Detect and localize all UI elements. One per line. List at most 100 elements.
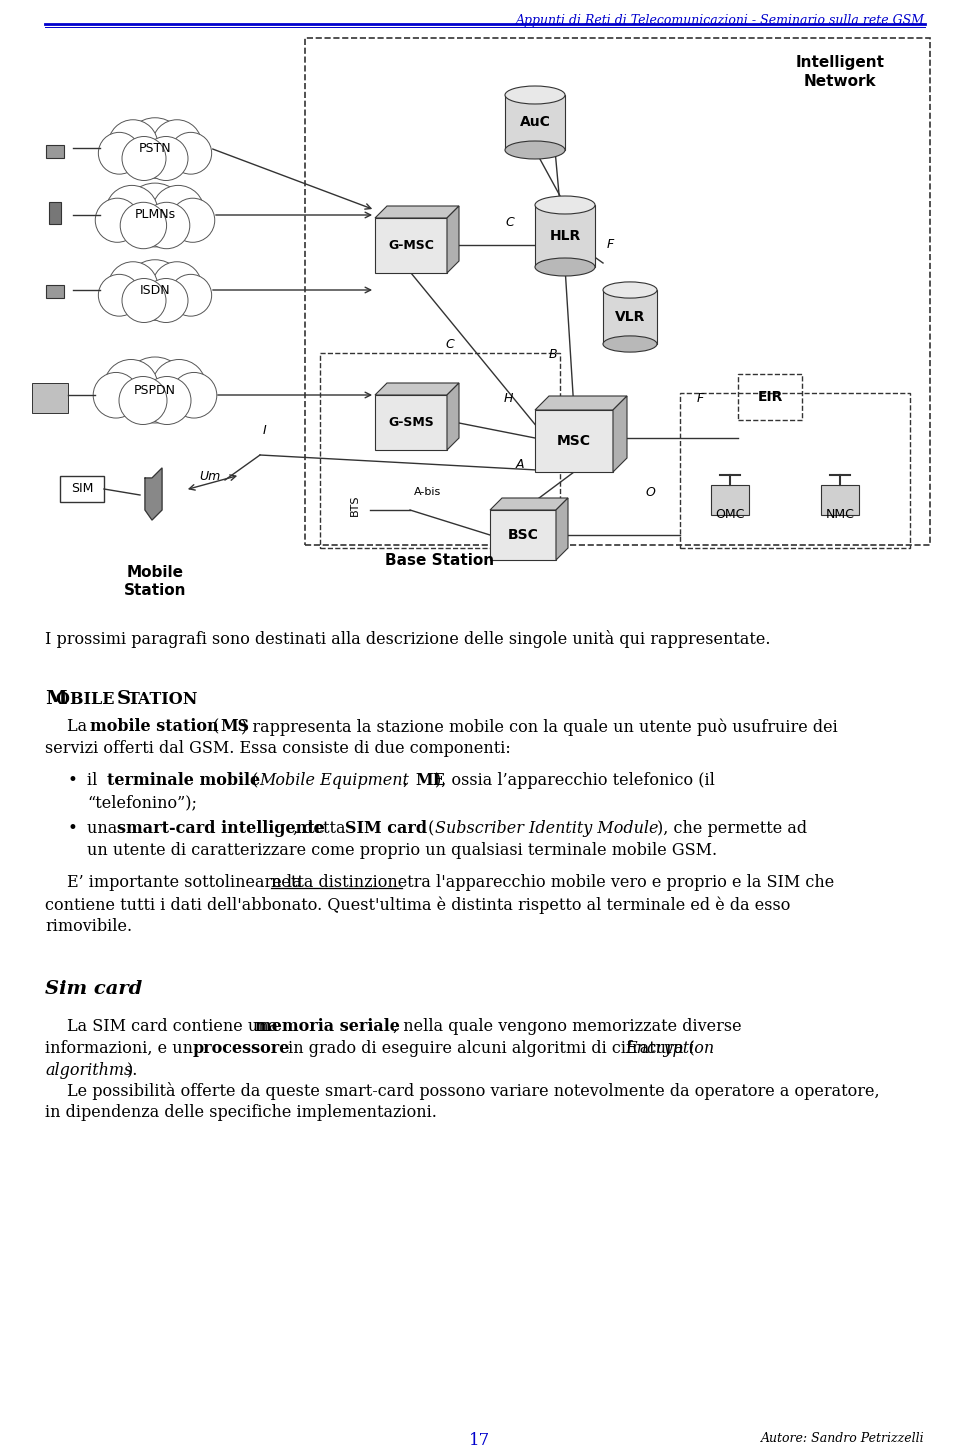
Text: ISDN: ISDN [140,284,170,297]
Text: G-MSC: G-MSC [388,238,434,252]
Text: A: A [516,458,524,471]
Circle shape [171,372,217,419]
Bar [490,510,556,560]
Circle shape [152,359,206,413]
Polygon shape [447,206,459,273]
Circle shape [170,132,211,174]
Text: rimovibile.: rimovibile. [45,917,132,935]
Circle shape [170,275,211,316]
Text: tra l'apparecchio mobile vero e proprio e la SIM che: tra l'apparecchio mobile vero e proprio … [402,874,834,891]
Text: una: una [87,820,122,838]
Text: La: La [67,718,92,736]
Text: Intelligent: Intelligent [796,55,884,70]
Bar [305,38,930,545]
Bar [603,289,657,345]
Text: mobile station: mobile station [90,718,219,736]
Text: I prossimi paragrafi sono destinati alla descrizione delle singole unità qui rap: I prossimi paragrafi sono destinati alla… [45,630,771,648]
Text: processore: processore [193,1040,290,1057]
Text: OBILE: OBILE [56,691,120,708]
Text: (: ( [247,772,258,790]
Circle shape [122,279,166,323]
Circle shape [144,137,188,180]
Ellipse shape [505,86,565,105]
Text: Network: Network [804,74,876,89]
Bar [375,395,447,449]
Text: SIM: SIM [71,483,93,496]
Text: ), ossia l’apparecchio telefonico (il: ), ossia l’apparecchio telefonico (il [435,772,715,790]
Text: informazioni, e un: informazioni, e un [45,1040,198,1057]
Circle shape [93,372,139,419]
Text: Um: Um [200,471,221,484]
Polygon shape [447,382,459,449]
Circle shape [106,186,157,237]
Circle shape [108,262,157,311]
Circle shape [143,377,191,425]
Circle shape [120,202,167,249]
Text: contiene tutti i dati dell'abbonato. Quest'ultima è distinta rispetto al termina: contiene tutti i dati dell'abbonato. Que… [45,896,790,913]
Bar [49,202,61,224]
Text: C: C [506,215,515,228]
Circle shape [171,198,215,243]
Text: ME: ME [415,772,444,790]
Ellipse shape [505,141,565,158]
Text: ) rappresenta la stazione mobile con la quale un utente può usufruire dei: ) rappresenta la stazione mobile con la … [241,718,838,736]
Bar [535,410,613,473]
Text: EIR: EIR [757,390,782,404]
Text: SIM card: SIM card [345,820,427,838]
Text: Appunti di Reti di Telecomunicazioni - Seminario sulla rete GSM: Appunti di Reti di Telecomunicazioni - S… [516,15,925,28]
Text: servizi offerti dal GSM. Essa consiste di due componenti:: servizi offerti dal GSM. Essa consiste d… [45,740,511,758]
Text: netta distinzione: netta distinzione [271,874,407,891]
Text: in grado di eseguire alcuni algoritmi di cifratura (: in grado di eseguire alcuni algoritmi di… [283,1040,695,1057]
Text: algorithms: algorithms [45,1061,132,1079]
Text: •: • [67,820,77,838]
Text: TATION: TATION [128,691,199,708]
Text: PLMNs: PLMNs [134,208,176,221]
Bar [711,486,749,515]
Text: I: I [263,423,267,436]
Text: ).: ). [127,1061,138,1079]
Circle shape [108,119,157,169]
Polygon shape [490,499,568,510]
Polygon shape [535,395,627,410]
Circle shape [119,377,167,425]
Text: BTS: BTS [350,494,360,516]
Text: A-bis: A-bis [415,487,442,497]
Text: G-SMS: G-SMS [388,416,434,429]
Circle shape [125,118,185,179]
Circle shape [123,183,187,247]
Text: memoria seriale: memoria seriale [255,1018,400,1035]
Text: smart-card intelligente: smart-card intelligente [117,820,324,838]
Text: MS: MS [220,718,250,736]
Text: , nella quale vengono memorizzate diverse: , nella quale vengono memorizzate divers… [393,1018,742,1035]
Text: H: H [503,391,513,404]
Bar [32,382,68,413]
Text: BSC: BSC [508,528,539,542]
Circle shape [153,262,202,311]
Polygon shape [375,206,459,218]
Text: ,: , [403,772,413,790]
Text: ), che permette ad: ), che permette ad [657,820,807,838]
Polygon shape [375,382,459,395]
Text: (: ( [208,718,220,736]
Text: F: F [607,238,613,252]
Text: B: B [549,349,558,362]
Text: F: F [696,391,704,404]
Polygon shape [613,395,627,473]
Text: HLR: HLR [549,228,581,243]
Text: Encryption: Encryption [625,1040,714,1057]
Bar [320,353,560,548]
Text: 17: 17 [469,1432,491,1450]
Text: Base Station: Base Station [385,553,494,569]
Ellipse shape [603,282,657,298]
Text: S: S [117,691,131,708]
Text: MSC: MSC [557,433,591,448]
Text: La SIM card contiene una: La SIM card contiene una [67,1018,283,1035]
Bar [535,205,595,268]
Text: E’ importante sottolineare la: E’ importante sottolineare la [67,874,307,891]
Polygon shape [145,468,162,521]
Bar [60,475,104,502]
Text: M: M [45,691,66,708]
Bar [505,95,565,150]
Text: OMC: OMC [715,507,745,521]
Bar [821,486,859,515]
